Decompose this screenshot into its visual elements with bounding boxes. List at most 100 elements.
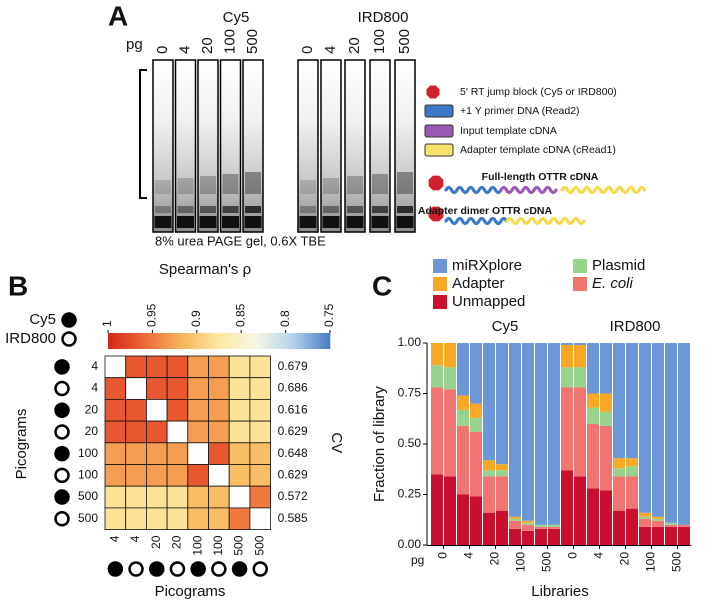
dye-marker bbox=[252, 561, 268, 577]
cv-value: 0.629 bbox=[278, 424, 308, 438]
bar-segment bbox=[444, 476, 456, 545]
cv-value: 0.616 bbox=[278, 402, 308, 416]
colorbar-tick-label: 0.8 bbox=[278, 310, 292, 327]
bar-segment bbox=[509, 518, 521, 521]
dye-marker bbox=[149, 561, 165, 577]
row-label: 100 bbox=[78, 446, 98, 460]
gel-band bbox=[347, 176, 363, 194]
heatmap-cell bbox=[104, 485, 127, 509]
bar-segment bbox=[613, 510, 625, 545]
legend-swatch bbox=[424, 143, 454, 157]
bar-segment bbox=[522, 520, 534, 523]
x-tick-label: 100 bbox=[514, 552, 528, 572]
colorbar-step bbox=[152, 333, 155, 349]
bar-segment bbox=[600, 490, 612, 545]
cdna-strand bbox=[505, 216, 586, 226]
heatmap-cell bbox=[249, 420, 271, 444]
legend-swatch bbox=[424, 124, 454, 138]
colorbar-step bbox=[192, 333, 195, 349]
bar-segment bbox=[457, 343, 469, 396]
legend-label: Unmapped bbox=[452, 293, 525, 310]
col-label: 4 bbox=[108, 535, 122, 542]
heatmap-cell bbox=[249, 507, 271, 530]
colorbar-step bbox=[194, 333, 197, 349]
bar-segment bbox=[665, 343, 677, 523]
colorbar-step bbox=[272, 333, 275, 349]
colorbar-step bbox=[114, 333, 117, 349]
gel-band bbox=[177, 178, 194, 194]
bar-segment bbox=[613, 468, 625, 477]
bar-segment bbox=[548, 343, 560, 525]
colorbar-step bbox=[110, 333, 113, 349]
x-tick-label: 0 bbox=[436, 552, 450, 559]
bar-segment bbox=[522, 522, 534, 525]
heatmap-cell bbox=[228, 377, 251, 400]
colorbar-step bbox=[264, 333, 267, 349]
colorbar-step bbox=[128, 333, 131, 349]
legend-label: Input template cDNA bbox=[460, 125, 557, 137]
heatmap-cell bbox=[166, 355, 189, 379]
col-label: 100 bbox=[190, 535, 204, 555]
colorbar-step bbox=[250, 333, 253, 349]
colorbar-step bbox=[136, 333, 139, 349]
heatmap-cell bbox=[104, 464, 127, 487]
colorbar-step bbox=[156, 333, 159, 349]
y-tick-label: 0.00 bbox=[398, 537, 422, 551]
colorbar-title: Spearman's ρ bbox=[159, 261, 251, 278]
colorbar-step bbox=[284, 333, 287, 349]
cdna-strand bbox=[444, 216, 509, 226]
heatmap-cell bbox=[104, 420, 127, 444]
bar-segment bbox=[587, 488, 599, 545]
lane-label: 4 bbox=[322, 46, 339, 54]
bar-segment bbox=[535, 528, 547, 545]
bar-segment bbox=[574, 343, 586, 346]
bar-segment bbox=[496, 470, 508, 477]
colorbar-step bbox=[188, 333, 191, 349]
legend-swatch bbox=[573, 259, 587, 273]
colorbar-step bbox=[324, 333, 327, 349]
colorbar-step bbox=[326, 333, 329, 349]
heatmap-cell bbox=[249, 398, 271, 422]
cdna-strand bbox=[499, 185, 558, 195]
bar-segment bbox=[483, 460, 495, 471]
bar-segment bbox=[561, 367, 573, 388]
bar-segment bbox=[470, 343, 482, 404]
dye-marker bbox=[54, 402, 70, 418]
colorbar-step bbox=[294, 333, 297, 349]
gel-band bbox=[222, 216, 239, 228]
heatmap-cell bbox=[187, 507, 209, 530]
bar-segment bbox=[652, 518, 664, 521]
construct-label: Full-length OTTR cDNA bbox=[482, 171, 599, 183]
heatmap-cell bbox=[125, 420, 147, 444]
colorbar-step bbox=[196, 333, 199, 349]
heatmap-cell bbox=[145, 355, 168, 379]
heatmap-cell bbox=[104, 377, 127, 400]
gel-band bbox=[177, 206, 194, 213]
bar-segment bbox=[535, 524, 547, 527]
colorbar-step bbox=[328, 333, 331, 349]
bar-segment bbox=[587, 407, 599, 424]
x-tick-label: 20 bbox=[618, 552, 632, 566]
gel-band bbox=[245, 172, 261, 194]
colorbar-step bbox=[204, 333, 207, 349]
bar-segment bbox=[470, 403, 482, 418]
lane-label: 500 bbox=[244, 29, 261, 54]
heatmap-cell bbox=[166, 398, 189, 422]
row-label: 500 bbox=[78, 511, 98, 525]
colorbar-step bbox=[132, 333, 135, 349]
bar-segment bbox=[522, 524, 534, 531]
colorbar-step bbox=[208, 333, 211, 349]
heatmap-cell bbox=[187, 355, 209, 379]
colorbar-tick-label: 1 bbox=[100, 320, 114, 327]
lane-label: 4 bbox=[176, 46, 193, 54]
heatmap-cell bbox=[166, 377, 189, 400]
colorbar-step bbox=[134, 333, 137, 349]
cv-value: 0.686 bbox=[278, 381, 308, 395]
bar-segment bbox=[600, 343, 612, 394]
bar-segment bbox=[600, 425, 612, 491]
legend-swatch bbox=[433, 277, 447, 291]
heatmap-cell bbox=[208, 420, 230, 444]
colorbar-step bbox=[298, 333, 301, 349]
colorbar-step bbox=[154, 333, 157, 349]
